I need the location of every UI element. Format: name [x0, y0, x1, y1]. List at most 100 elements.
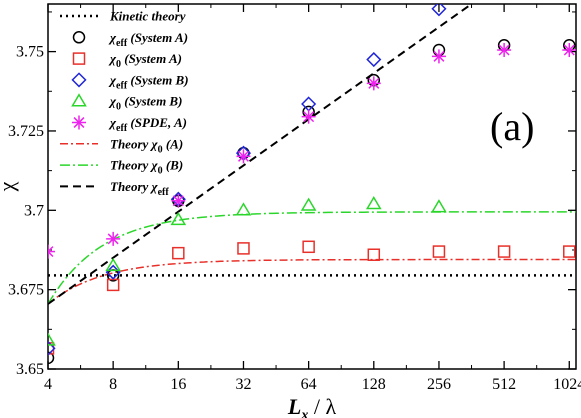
data-point-chi0_A	[432, 245, 446, 258]
data-point-chi0_A	[497, 245, 511, 258]
legend-marker-stroke	[73, 117, 85, 128]
data-point-spde-stroke	[48, 246, 54, 253]
y-axis-label: χ	[0, 181, 19, 192]
legend-label: χeff (System B)	[108, 72, 189, 91]
legend-marker	[72, 52, 86, 65]
legend-label-sub: eff	[116, 123, 128, 134]
legend-label: χeff (System A)	[108, 30, 188, 49]
y-tick-label: 3.7	[24, 202, 44, 219]
data-point-spde	[562, 43, 576, 58]
legend-label-tail: (System B)	[127, 72, 188, 87]
data-point-spde	[497, 43, 512, 58]
data-point-chi0_B	[300, 197, 317, 211]
x-tick-label: 4	[44, 376, 52, 393]
data-point-chi0_A	[563, 245, 576, 258]
legend-label-tail: (A)	[163, 136, 184, 151]
data-point-spde	[236, 149, 251, 164]
legend-label: Theory χ0 (A)	[110, 136, 183, 155]
data-point-chi_eff_B	[48, 340, 56, 356]
y-tick-label: 3.75	[16, 44, 44, 61]
x-tick-label: 64	[301, 376, 317, 393]
data-point-spde-stroke	[237, 150, 249, 162]
data-point-spde	[48, 244, 55, 259]
data-point-spde-stroke	[172, 195, 184, 207]
x-axis-label-main: L	[287, 394, 301, 418]
data-point-chi0_B	[170, 211, 187, 226]
data-point-spde-stroke	[48, 250, 54, 258]
data-point-chi_eff_B	[431, 4, 447, 17]
legend-label: Theory χeff	[110, 179, 169, 198]
legend-label: χ0 (System A)	[108, 51, 182, 70]
legend-marker	[71, 72, 87, 88]
data-point-spde-stroke	[368, 77, 380, 89]
theory-curve-theory_A	[48, 258, 576, 305]
data-point-spde	[301, 109, 316, 124]
data-point-spde	[106, 231, 121, 246]
legend-label: χ0 (System B)	[108, 94, 182, 113]
legend-marker	[72, 31, 86, 44]
theory-curve-theory_B	[48, 211, 576, 305]
legend-label: Theory χ0 (B)	[110, 158, 183, 177]
x-axis-label-sub: x	[300, 408, 308, 418]
legend-label-main: χ	[108, 51, 117, 66]
legend-marker	[72, 115, 86, 130]
legend-label-tail: (System A)	[127, 30, 188, 45]
data-point-chi0_A	[237, 242, 250, 255]
data-point-chi0_B	[105, 257, 121, 272]
data-point-spde	[171, 193, 186, 208]
data-point-chi0_B	[48, 332, 56, 346]
legend-label-sub: eff	[116, 80, 128, 91]
y-tick-label: 3.675	[8, 282, 44, 299]
x-tick-label: 16	[170, 376, 186, 393]
panel-label: (a)	[490, 104, 534, 149]
data-point-chi0_A	[172, 246, 185, 260]
legend-label-main: Theory χ	[110, 136, 159, 151]
legend-label-sub: 0	[158, 144, 163, 155]
x-axis-label: Lx / λ	[287, 394, 337, 418]
x-tick-label: 256	[427, 376, 451, 393]
data-point-chi0_B	[235, 202, 252, 216]
data-point-chi0_A	[367, 248, 381, 261]
x-tick-label: 1024	[553, 376, 581, 393]
x-tick-label: 128	[362, 376, 386, 393]
data-layer	[48, 4, 576, 365]
data-point-spde-stroke	[433, 50, 445, 62]
legend-label-main: χ	[108, 94, 117, 109]
data-point-chi0_B	[365, 195, 382, 210]
data-point-spde-stroke	[107, 233, 119, 245]
legend-label-sub: 0	[116, 102, 121, 113]
legend-label-main: χ	[108, 30, 117, 45]
legend-label-main: Theory χ	[110, 158, 159, 173]
legend-marker	[71, 93, 87, 107]
x-axis-label-tail: / λ	[308, 394, 336, 418]
legend-label-sub: 0	[158, 166, 163, 177]
legend-label: χeff (SPDE, A)	[108, 115, 187, 134]
data-point-chi_eff_B	[366, 51, 382, 68]
x-tick-label: 8	[109, 376, 117, 393]
legend-label-tail: (System B)	[121, 94, 182, 109]
legend-label-tail: (System A)	[121, 51, 182, 66]
data-point-chi_eff_A	[48, 351, 55, 365]
legend-label-main: χ	[108, 115, 117, 130]
y-tick-label: 3.725	[8, 123, 44, 140]
legend-label-sub: eff	[158, 187, 170, 198]
data-point-spde-stroke	[563, 44, 575, 56]
legend-label-sub: 0	[116, 59, 121, 70]
y-tick-label: 3.65	[16, 361, 44, 378]
data-point-spde	[431, 49, 446, 64]
legend-label-sub: eff	[116, 38, 128, 49]
legend-label-tail: (SPDE, A)	[127, 115, 187, 130]
theory-chi-eff-line	[48, 4, 473, 305]
x-tick-label: 512	[492, 376, 516, 393]
legend-label-main: Kinetic theory	[109, 9, 186, 24]
data-point-chi0_B	[431, 199, 447, 213]
data-point-chi0_A	[302, 240, 315, 254]
legend-label-main: χ	[108, 72, 117, 87]
data-point-spde-stroke	[498, 44, 510, 56]
data-point-spde-stroke	[303, 111, 315, 123]
legend-label-tail: (B)	[163, 158, 184, 173]
legend-label-main: Theory χ	[110, 179, 159, 194]
